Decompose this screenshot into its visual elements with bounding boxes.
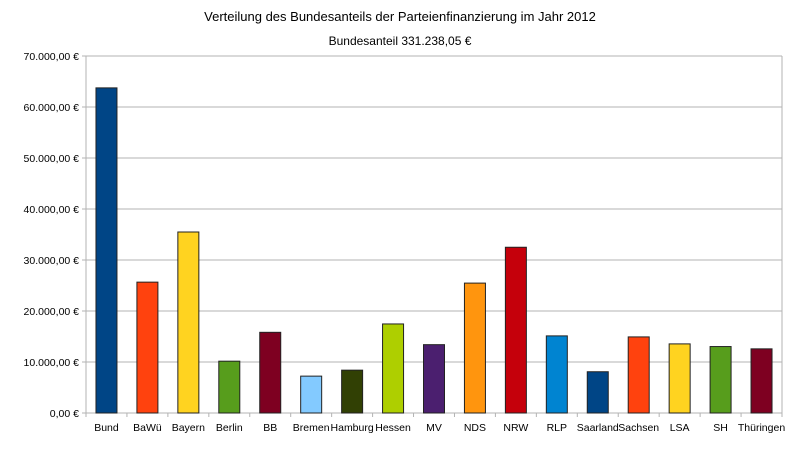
x-tick-label: NDS <box>464 422 486 434</box>
bar-thüringen <box>750 348 773 414</box>
y-tick-label: 50.000,00 € <box>24 153 80 165</box>
bar-mv <box>423 344 445 414</box>
bar-sachsen <box>627 336 650 414</box>
y-tick-label: 10.000,00 € <box>24 357 80 369</box>
y-tick-label: 20.000,00 € <box>24 306 80 318</box>
bar-berlin <box>218 360 241 414</box>
x-tick-label: Sachsen <box>618 422 659 434</box>
bar-rlp <box>545 335 568 414</box>
x-tick-label: Bremen <box>293 422 330 434</box>
bar-bund <box>95 87 118 414</box>
x-tick-label: Bund <box>94 422 119 434</box>
chart-subtitle: Bundesanteil 331.238,05 € <box>328 34 472 48</box>
chart-title: Verteilung des Bundesanteils der Parteie… <box>204 9 596 24</box>
x-tick-label: LSA <box>670 422 690 434</box>
x-tick-label: BaWü <box>133 422 162 434</box>
bar-lsa <box>668 343 691 414</box>
bar-saarland <box>586 371 609 414</box>
bar-sh <box>709 346 732 414</box>
bar-bremen <box>300 375 323 414</box>
x-tick-label: SH <box>713 422 728 434</box>
bar-hamburg <box>341 369 364 414</box>
bar-bawü <box>136 281 159 414</box>
x-tick-label: MV <box>426 422 442 434</box>
x-tick-label: NRW <box>503 422 528 434</box>
bar-nds <box>463 282 486 414</box>
x-tick-label: Hessen <box>375 422 411 434</box>
y-tick-label: 70.000,00 € <box>24 51 80 63</box>
bar-bb <box>259 331 282 414</box>
y-tick-label: 40.000,00 € <box>24 204 80 216</box>
x-tick-label: Hamburg <box>331 422 374 434</box>
y-tick-label: 0,00 € <box>50 408 79 420</box>
bar-nrw <box>504 246 527 414</box>
bar-hessen <box>382 323 405 414</box>
x-tick-label: Saarland <box>577 422 619 434</box>
x-tick-label: BB <box>263 422 277 434</box>
y-tick-label: 30.000,00 € <box>24 255 80 267</box>
x-tick-label: RLP <box>547 422 567 434</box>
x-tick-label: Berlin <box>216 422 243 434</box>
y-tick-label: 60.000,00 € <box>24 102 80 114</box>
x-tick-label: Bayern <box>172 422 205 434</box>
x-tick-label: Thüringen <box>738 422 785 434</box>
bar-bayern <box>177 231 200 414</box>
